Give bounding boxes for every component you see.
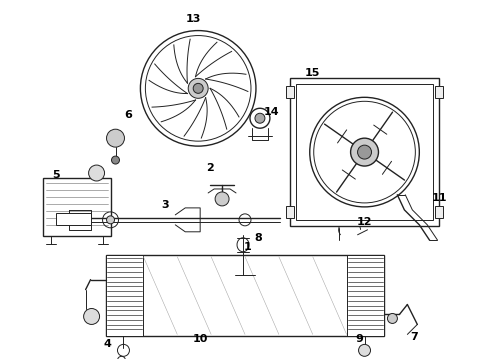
- Bar: [56, 213, 91, 225]
- Text: 13: 13: [186, 14, 201, 24]
- Text: 3: 3: [162, 200, 169, 210]
- Circle shape: [388, 314, 397, 323]
- Circle shape: [193, 84, 203, 93]
- Text: 9: 9: [356, 334, 364, 345]
- Bar: [435, 206, 443, 218]
- Circle shape: [359, 345, 370, 356]
- Text: 15: 15: [305, 68, 320, 78]
- Bar: [105, 255, 385, 336]
- Circle shape: [106, 129, 124, 147]
- Circle shape: [89, 165, 104, 181]
- Bar: [43, 178, 111, 236]
- Text: 5: 5: [52, 170, 60, 180]
- Bar: [296, 84, 433, 220]
- Text: 1: 1: [244, 242, 252, 252]
- Circle shape: [358, 145, 371, 159]
- Text: 14: 14: [264, 107, 280, 117]
- Circle shape: [112, 156, 120, 164]
- Text: 8: 8: [254, 233, 262, 243]
- Circle shape: [188, 78, 208, 98]
- Text: 4: 4: [103, 339, 111, 349]
- Text: 11: 11: [432, 193, 447, 203]
- Bar: [435, 86, 443, 98]
- Circle shape: [84, 309, 99, 324]
- Circle shape: [255, 113, 265, 123]
- Text: 6: 6: [124, 110, 132, 120]
- Text: 12: 12: [357, 217, 372, 227]
- Text: 7: 7: [411, 332, 418, 342]
- Bar: [346, 255, 385, 336]
- Circle shape: [106, 216, 115, 224]
- Text: 10: 10: [193, 334, 208, 345]
- Bar: [290, 78, 439, 226]
- Bar: [286, 206, 294, 218]
- Bar: [286, 86, 294, 98]
- Text: 2: 2: [206, 163, 214, 173]
- Circle shape: [215, 192, 229, 206]
- Bar: [105, 255, 144, 336]
- Circle shape: [350, 138, 378, 166]
